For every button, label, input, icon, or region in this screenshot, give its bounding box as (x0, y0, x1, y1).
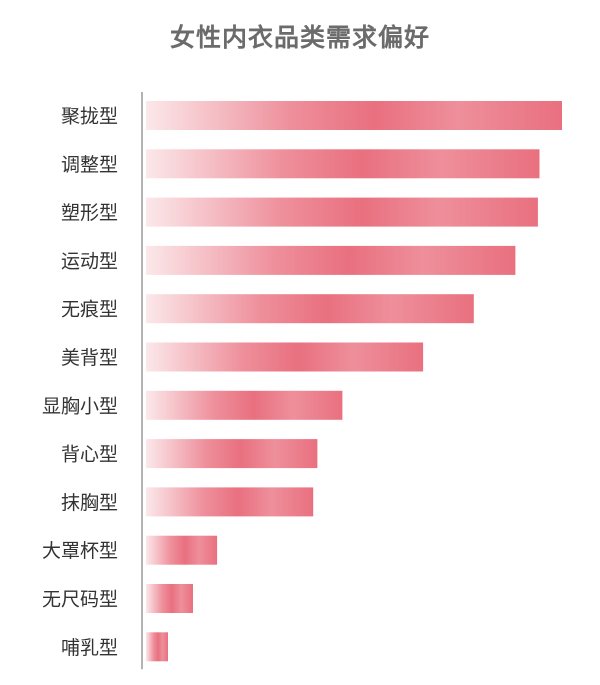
category-label-1: 调整型 (61, 154, 118, 176)
bar-5 (146, 342, 424, 372)
chart-title: 女性内衣品类需求偏好 (169, 23, 430, 52)
category-label-8: 抹胸型 (61, 492, 118, 514)
category-label-3: 运动型 (61, 250, 118, 272)
bar-2 (146, 197, 538, 227)
bar-9 (146, 535, 218, 565)
category-label-7: 背心型 (61, 444, 118, 466)
category-label-10: 无尺码型 (42, 589, 118, 611)
category-label-5: 美背型 (61, 347, 118, 369)
category-label-9: 大罩杯型 (42, 540, 118, 562)
category-label-11: 哺乳型 (61, 637, 118, 659)
bar-3 (146, 245, 516, 275)
bar-6 (146, 390, 343, 420)
bar-8 (146, 487, 314, 517)
bar-10 (146, 584, 193, 613)
bar-1 (146, 149, 540, 179)
category-label-0: 聚拢型 (61, 106, 118, 128)
bar-0 (146, 101, 562, 130)
category-label-2: 塑形型 (61, 202, 118, 224)
bar-4 (146, 294, 474, 324)
category-label-4: 无痕型 (61, 299, 118, 321)
category-label-6: 显胸小型 (42, 395, 118, 417)
bar-7 (146, 439, 318, 469)
bar-11 (146, 632, 168, 662)
